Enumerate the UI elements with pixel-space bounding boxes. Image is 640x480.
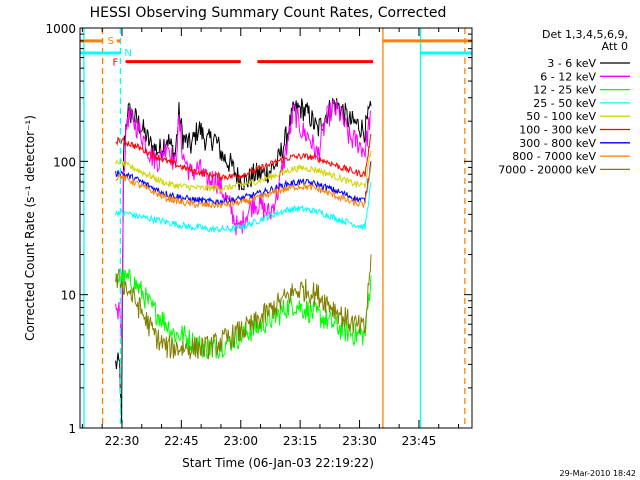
series-line-300-800-kev	[115, 161, 372, 206]
x-tick-label: 23:00	[223, 434, 258, 448]
legend-entry-label: 7000 - 20000 keV	[498, 163, 596, 176]
legend-entry-label: 12 - 25 keV	[533, 84, 596, 97]
y-axis-label: Corrected Count Rate (s⁻¹ detector⁻¹)	[23, 115, 37, 341]
legend-entry-label: 800 - 7000 keV	[512, 150, 596, 163]
series-line-25-50-kev	[115, 181, 372, 234]
series-line-100-300-kev	[115, 133, 372, 182]
plot-area: SNF	[80, 28, 472, 428]
plot-frame	[79, 27, 473, 429]
x-tick-label: 23:45	[402, 434, 437, 448]
axes: 1 10 100 1000 22:30 22:45 23:00 23:15 23:30 23:45	[45, 22, 473, 448]
series-line-12-25-kev	[115, 269, 372, 360]
status-bar-label-n: N	[124, 48, 131, 59]
legend-entry-label: 25 - 50 keV	[533, 97, 596, 110]
series-line-7000-20000-kev	[115, 254, 372, 360]
generation-timestamp: 29-Mar-2010 18:42	[560, 469, 637, 478]
legend-header: Att 0	[602, 40, 628, 53]
y-tick-label: 10	[61, 289, 76, 303]
legend-entry-label: 300 - 800 keV	[519, 137, 596, 150]
status-bar-label-s: S	[108, 36, 114, 47]
y-tick-label: 1	[68, 422, 76, 436]
x-tick-label: 23:15	[283, 434, 318, 448]
legend-entry-label: 100 - 300 keV	[519, 124, 596, 137]
x-tick-label: 22:45	[164, 434, 199, 448]
legend-entry-label: 3 - 6 keV	[547, 57, 596, 70]
status-bar-label-f: F	[112, 58, 118, 69]
y-tick-label: 100	[53, 155, 76, 169]
chart-title: HESSI Observing Summary Count Rates, Cor…	[90, 5, 447, 21]
x-axis-label: Start Time (06-Jan-03 22:19:22)	[182, 456, 374, 470]
series-line-50-100-kev	[115, 150, 372, 193]
x-tick-label: 23:30	[342, 434, 377, 448]
x-tick-label: 22:30	[105, 434, 140, 448]
legend-entry-label: 50 - 100 keV	[526, 110, 596, 123]
legend-header: Det 1,3,4,5,6,9,	[542, 28, 628, 41]
legend-entry-label: 6 - 12 keV	[540, 70, 596, 83]
series-line-800-7000-kev	[115, 164, 372, 209]
y-tick-label: 1000	[45, 22, 76, 36]
series-line-6-12-kev	[115, 98, 372, 339]
